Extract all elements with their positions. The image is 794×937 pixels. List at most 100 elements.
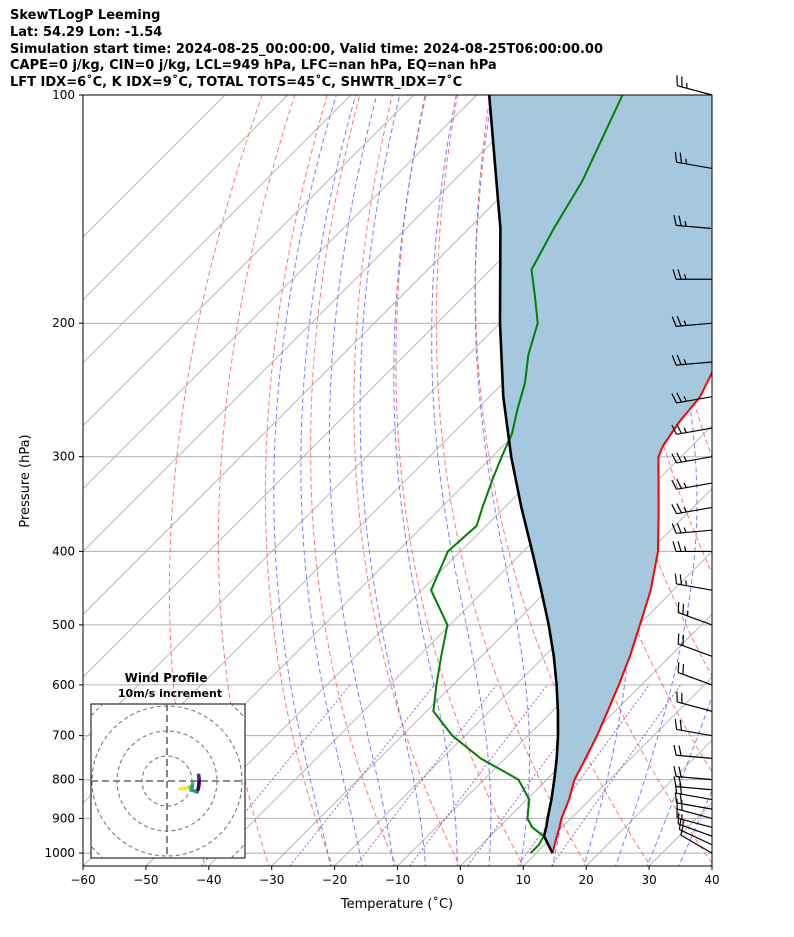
wind-barb-half-flag — [683, 546, 687, 552]
wind-barb-staff — [676, 728, 713, 737]
hodograph-rings — [91, 704, 245, 858]
y-tick-label: 300 — [52, 450, 75, 464]
wind-barb — [672, 269, 712, 280]
wind-barb-flag — [671, 523, 677, 534]
wind-barb-flag — [673, 766, 677, 777]
wind-barb-flag — [678, 745, 682, 756]
isotherm-line — [522, 676, 712, 866]
wind-barb — [671, 522, 713, 534]
wind-barb — [680, 824, 713, 854]
wind-barb — [676, 75, 713, 96]
x-tick-label: −30 — [259, 873, 284, 887]
x-tick-label: 40 — [704, 873, 719, 887]
wind-barb-flag — [671, 316, 677, 327]
wind-barb-half-flag — [684, 220, 687, 227]
wind-barb-flag — [671, 453, 678, 464]
wind-barb-flag — [682, 635, 685, 646]
wind-barb-flag — [678, 776, 682, 788]
cape-shading — [489, 95, 712, 854]
wind-barb — [677, 633, 713, 657]
x-tick-label: −40 — [196, 873, 221, 887]
wind-barb-staff — [676, 322, 713, 327]
dewpoint-line — [430, 95, 624, 854]
moist-adiabat — [328, 95, 395, 866]
dry-adiabat — [395, 95, 524, 866]
moist-adiabat — [359, 95, 427, 866]
isotherm-line — [83, 95, 540, 553]
axes: −60 −50 −40 −30 −20 −10 0 10 20 30 40 1000 900 800 700… — [44, 88, 719, 887]
parcel-line — [487, 95, 560, 854]
mixing-ratio-line — [289, 684, 435, 866]
x-axis-label: Temperature (˚C) — [340, 896, 453, 912]
isotherm-line — [334, 487, 712, 866]
wind-barb-flag — [674, 151, 678, 163]
wind-barb-staff — [676, 427, 713, 435]
isotherm-line — [711, 865, 712, 866]
wind-barb-flag — [671, 504, 678, 514]
wind-barb-flag — [676, 452, 683, 463]
header-title: SkewTLogP Leeming — [10, 8, 161, 23]
wind-barb-half-flag — [683, 320, 687, 326]
dry-adiabat — [474, 95, 652, 866]
wind-barb-flag — [676, 478, 683, 489]
wind-barb-staff — [677, 612, 713, 626]
moist-adiabat — [646, 695, 712, 866]
isotherm-line — [83, 95, 603, 616]
wind-barb-flag — [682, 663, 685, 675]
cape-shaded-area — [489, 95, 712, 854]
wind-barb — [677, 662, 713, 686]
wind-barb-staff — [676, 754, 713, 759]
wind-barb-flag — [676, 315, 682, 327]
wind-barb-flag — [674, 573, 678, 585]
moist-adiabat — [393, 95, 458, 866]
wind-barb-staff — [676, 786, 713, 791]
wind-barbs — [671, 75, 713, 854]
wind-barb-half-flag — [683, 396, 687, 402]
wind-barb-flag — [676, 522, 682, 534]
wind-barb-flag — [677, 269, 682, 280]
wind-barb — [672, 541, 712, 553]
y-tick-label: 400 — [52, 544, 75, 558]
wind-barb-flag — [682, 603, 685, 615]
wind-barb-half-flag — [683, 507, 687, 513]
wind-barb-staff — [677, 701, 713, 712]
wind-barb-flag — [678, 766, 682, 778]
wind-barb-flag — [671, 479, 678, 490]
header-times: Simulation start time: 2024-08-25_00:00:… — [10, 41, 603, 57]
isotherm-line — [83, 95, 352, 364]
wind-barb-flag — [676, 392, 683, 403]
wind-barb-half-flag — [685, 580, 687, 586]
wind-barb — [673, 776, 713, 791]
y-axis-label: Pressure (hPa) — [18, 434, 33, 527]
wind-barb — [676, 691, 713, 712]
wind-barb-staff — [680, 834, 713, 854]
wind-barb-half-flag — [683, 274, 687, 280]
wind-barb-flag — [677, 633, 680, 644]
wind-barb-staff — [676, 529, 713, 534]
hodograph-segment — [196, 784, 201, 792]
mixing-ratio-line — [200, 684, 351, 866]
moist-adiabat — [709, 861, 712, 866]
plot-area — [83, 95, 794, 869]
wind-barb — [674, 573, 713, 591]
hodograph-subtitle: 10m/s increment — [118, 687, 222, 700]
wind-barb-flag — [671, 393, 678, 404]
x-tick-label: 10 — [516, 873, 531, 887]
y-tick-label: 100 — [52, 88, 75, 102]
wind-barb-flag — [676, 503, 683, 514]
wind-barb-staff — [676, 583, 713, 591]
y-tick-label: 900 — [52, 811, 75, 825]
wind-barb-staff — [677, 823, 713, 837]
wind-barb-flag — [676, 423, 683, 434]
wind-barb-staff — [676, 792, 713, 801]
x-tick-label: −60 — [70, 873, 95, 887]
mixing-ratio-line — [354, 684, 497, 866]
y-tick-label: 1000 — [44, 846, 75, 860]
wind-barb-flag — [674, 718, 678, 730]
dry-adiabat — [168, 95, 263, 866]
moist-adiabat — [740, 95, 794, 869]
hodograph-inset: Wind Profile 10m/s increment — [90, 671, 246, 859]
y-tick-label: 600 — [52, 678, 75, 692]
wind-barb — [671, 452, 713, 464]
isotherm-line — [83, 95, 415, 427]
